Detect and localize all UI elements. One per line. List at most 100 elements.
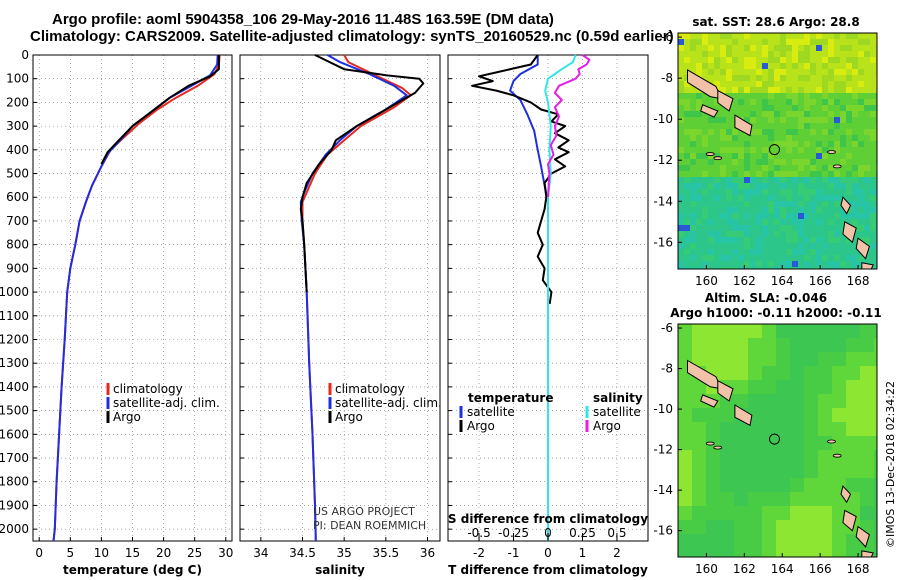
- map-cell: [834, 135, 840, 141]
- map-cell: [852, 249, 858, 255]
- map-cell: [684, 165, 690, 171]
- map-cell: [846, 123, 852, 129]
- map-cell: [864, 57, 870, 63]
- map-cell: [690, 51, 696, 57]
- map-cell: [726, 189, 732, 195]
- map-cell: [768, 249, 774, 255]
- map-cell: [816, 237, 822, 243]
- map-cell: [804, 165, 810, 171]
- map-cell: [684, 111, 690, 117]
- map-cell: [822, 99, 828, 105]
- map-cell: [816, 219, 822, 225]
- map-cell: [732, 219, 738, 225]
- map-cell: [828, 51, 834, 57]
- map-cell: [816, 111, 822, 117]
- map-cell: [822, 243, 828, 249]
- map-cell: [870, 207, 876, 213]
- map-cell: [786, 153, 792, 159]
- map-cell: [786, 159, 792, 165]
- map-cell: [726, 81, 732, 87]
- map-cell: [840, 255, 846, 261]
- map-cell: [696, 45, 702, 51]
- map-cell: [792, 75, 798, 81]
- map-cell: [678, 123, 684, 129]
- map-cell: [780, 171, 786, 177]
- map-cell: [732, 255, 738, 261]
- map-cell: [840, 177, 846, 183]
- map-cell: [786, 57, 792, 63]
- map-cell: [732, 39, 738, 45]
- map-cell: [774, 195, 780, 201]
- map-cell: [864, 123, 870, 129]
- map-cell: [748, 394, 762, 408]
- map-cell: [732, 87, 738, 93]
- map-cell: [768, 213, 774, 219]
- map-cell: [792, 225, 798, 231]
- map-cell: [774, 165, 780, 171]
- map-cell: [822, 141, 828, 147]
- map-cell: [714, 75, 720, 81]
- map-cell: [832, 436, 846, 450]
- map-cell: [750, 129, 756, 135]
- map-cell: [804, 243, 810, 249]
- map-cell: [734, 534, 748, 548]
- map-cell: [690, 237, 696, 243]
- map-cell: [732, 171, 738, 177]
- map-cell: [774, 63, 780, 69]
- map-cell: [852, 171, 858, 177]
- map-cell: [860, 422, 874, 436]
- map-cell: [798, 243, 804, 249]
- map-cell: [858, 147, 864, 153]
- map-cell: [832, 548, 846, 557]
- map-cell: [696, 255, 702, 261]
- map-cell: [874, 366, 877, 380]
- map-cell: [840, 51, 846, 57]
- map-cell: [870, 267, 876, 269]
- map-cell: [720, 352, 734, 366]
- map-cell: [840, 75, 846, 81]
- map-frame: [677, 32, 878, 270]
- map-cell: [692, 478, 706, 492]
- map-cell: [744, 201, 750, 207]
- map-cell: [708, 213, 714, 219]
- map-cell: [840, 105, 846, 111]
- map-cell: [828, 147, 834, 153]
- map-cell: [804, 99, 810, 105]
- y-tick-label: 100: [6, 72, 29, 86]
- map-cell: [774, 147, 780, 153]
- map-cell: [714, 45, 720, 51]
- map-cell: [798, 111, 804, 117]
- island-shape: [734, 404, 753, 427]
- map-cell: [870, 57, 876, 63]
- map-cell: [852, 81, 858, 87]
- map-cell: [690, 243, 696, 249]
- map-cell: [714, 189, 720, 195]
- map-cell: [840, 87, 846, 93]
- map-cell: [744, 81, 750, 87]
- map-cell: [738, 219, 744, 225]
- map-cell: [846, 135, 852, 141]
- map-cell: [816, 249, 822, 255]
- map-cell: [810, 225, 816, 231]
- map-cell: [732, 237, 738, 243]
- map-cell: [726, 135, 732, 141]
- map-cell: [874, 478, 877, 492]
- map-cell: [810, 189, 816, 195]
- map-cell: [792, 87, 798, 93]
- map-cell: [678, 81, 684, 87]
- map-cell: [762, 225, 768, 231]
- map-cell: [748, 548, 762, 557]
- map-cell: [714, 243, 720, 249]
- map-cell: [750, 81, 756, 87]
- map-cell: [786, 141, 792, 147]
- map-cell: [696, 213, 702, 219]
- y-tick-label: 800: [6, 238, 29, 252]
- map-y-tick-label: -12: [653, 153, 673, 167]
- map-cell: [762, 213, 768, 219]
- map-cell: [786, 63, 792, 69]
- map-cell: [816, 213, 822, 219]
- map-cell: [786, 117, 792, 123]
- map-cell: [792, 231, 798, 237]
- map-cell: [786, 195, 792, 201]
- map-cell: [748, 324, 762, 338]
